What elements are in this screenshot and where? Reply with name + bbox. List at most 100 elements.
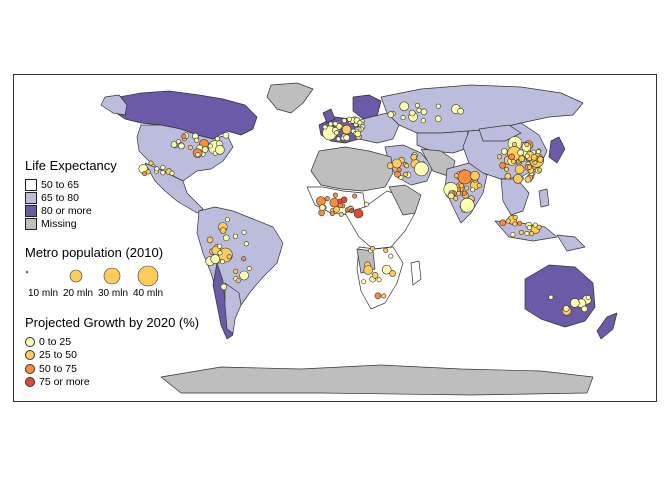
city-bubble [352,193,358,199]
city-bubble [537,167,543,173]
city-bubble [508,153,516,161]
city-bubble [408,109,416,117]
city-bubble [383,247,389,253]
city-bubble [524,176,532,183]
city-bubble [217,250,223,256]
life-expectancy-label: 50 to 65 [41,178,79,191]
city-bubble [462,190,468,196]
city-bubble [324,196,330,202]
city-bubble [332,121,338,127]
metro-size-bubble [103,267,121,285]
metro-bubbles [138,101,592,316]
city-bubble [335,123,343,130]
city-bubble [246,265,252,271]
projected-growth-class: 50 to 75 [25,362,199,376]
country-new-zealand [596,312,618,340]
city-bubble [548,294,554,300]
projected-growth-title: Projected Growth by 2020 (%) [25,315,200,330]
city-bubble [338,211,344,217]
city-bubble [363,201,369,207]
life-expectancy-swatch [25,217,37,230]
city-bubble [187,145,193,151]
city-bubble [459,197,475,213]
city-bubble [434,115,442,123]
life-expectancy-title: Life Expectancy [25,158,117,173]
city-bubble [457,169,473,185]
city-bubble [400,115,406,121]
city-bubble [349,208,355,214]
country-new-guinea [556,234,586,252]
city-bubble [420,108,428,116]
life-expectancy-label: Missing [41,217,77,230]
city-bubble [194,137,200,143]
city-bubble [536,224,542,230]
country-australia [524,264,596,328]
city-bubble [376,277,382,283]
city-bubble [243,241,249,247]
life-expectancy-label: 65 to 80 [41,191,79,204]
metro-size-bubble [137,265,159,287]
city-bubble [399,101,410,112]
city-bubble [206,236,214,244]
life-expectancy-class: 80 or more [25,204,117,217]
city-bubble [210,254,220,264]
metro-size-label: 30 mln [98,288,129,299]
city-bubble [169,170,175,176]
city-bubble [389,270,396,277]
city-bubble [332,192,338,198]
city-bubble [181,133,187,139]
city-bubble [154,166,160,172]
metro-size-label: 10 mln [28,288,59,299]
world-map [100,82,618,396]
city-bubble [496,154,502,160]
city-bubble [371,271,379,279]
city-bubble [215,145,225,155]
city-bubble [160,164,166,170]
city-bubble [420,118,426,124]
city-bubble [416,107,422,113]
life-expectancy-label: 80 or more [41,204,92,217]
city-bubble [241,256,247,262]
projected-growth-label: 0 to 25 [39,335,72,348]
city-bubble [170,141,178,148]
city-bubble [524,153,530,159]
country-madagascar [410,260,422,286]
city-bubble [328,121,334,127]
city-bubble [503,166,509,172]
country-philippines [538,188,550,208]
city-bubble [453,195,459,201]
city-bubble [456,190,462,196]
city-bubble [414,102,420,108]
country-usa-alaska [100,94,128,116]
city-bubble [233,233,239,239]
city-bubble [353,208,364,219]
projected-growth-label: 25 to 50 [39,349,77,362]
country-uk [322,108,336,124]
city-bubble [529,231,535,237]
city-bubble [510,232,516,238]
metro-population-bubbles [25,265,159,287]
country-central-africa [344,190,416,250]
city-bubble [435,103,441,109]
city-bubble [499,162,506,169]
growth-dot [25,350,35,361]
city-bubble [233,268,239,274]
city-bubble [316,196,326,206]
city-bubble [447,192,455,200]
city-bubble [570,298,580,308]
city-bubble [142,171,148,177]
country-antarctica [160,364,594,396]
city-bubble [220,283,228,291]
city-bubble [337,198,343,204]
city-bubble [201,146,209,153]
life-expectancy-swatch [25,204,37,217]
life-expectancy-legend: Life Expectancy 50 to 65 65 to 80 80 or … [25,158,117,230]
metro-population-title: Metro population (2010) [25,245,164,260]
metro-size-label: 40 mln [133,288,164,299]
country-southeast-asia [500,178,530,216]
city-bubble [363,265,374,275]
country-north-africa [310,146,394,192]
city-bubble [414,161,429,177]
city-bubble [219,227,227,234]
city-bubble [459,183,465,189]
